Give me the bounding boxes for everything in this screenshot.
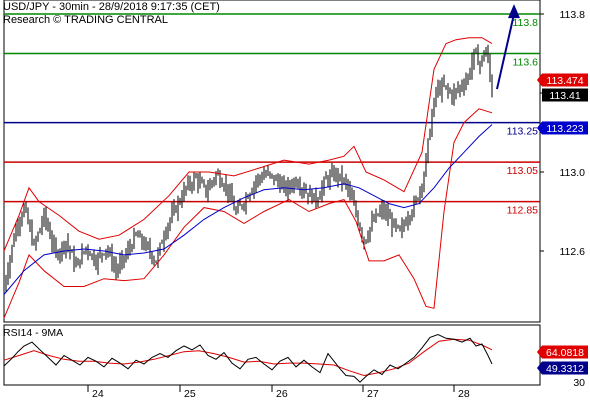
rsi-badge-1-label: 64.0818 xyxy=(546,347,584,359)
price-badge-0-pointer xyxy=(537,73,542,87)
level-label-4: 112.85 xyxy=(507,205,538,217)
y-tick-label-0: 113.8 xyxy=(560,9,586,21)
y-tick-label-3: 112.6 xyxy=(560,246,586,258)
rsi-lines xyxy=(3,333,493,383)
level-label-1: 113.6 xyxy=(513,57,539,69)
price-badge-0-label: 113.474 xyxy=(546,75,583,87)
chart-source: Research © TRADING CENTRAL xyxy=(3,14,168,26)
candlesticks xyxy=(3,44,493,292)
rsi-y-tick-label-0: 30 xyxy=(573,377,585,389)
rsi-badge-0-pointer xyxy=(537,361,542,375)
level-label-3: 113.05 xyxy=(507,165,538,177)
level-label-0: 113.8 xyxy=(513,17,539,29)
price-badges: 113.474 113.41 113.223 49.3312 64.0818 xyxy=(537,73,588,375)
price-badge-2-bg xyxy=(542,121,588,135)
rsi-badge-0-bg xyxy=(542,361,588,375)
x-tick-label-0: 24 xyxy=(92,388,104,400)
y-tick-label-2: 113.0 xyxy=(560,167,586,179)
time-axis: 24 25 26 27 28 xyxy=(87,385,470,400)
moving-average-line xyxy=(3,124,493,295)
horizontal-levels: 113.8 113.6 113.25 113.05 112.85 xyxy=(4,13,540,217)
price-badge-1-label: 113.41 xyxy=(549,90,580,102)
chart-title: USD/JPY - 30min - 28/9/2018 9:17:35 (CET… xyxy=(3,1,220,13)
rsi-badge-1-pointer xyxy=(537,345,542,359)
x-tick-label-2: 26 xyxy=(276,388,288,400)
price-panel-frame xyxy=(3,0,541,323)
price-badge-2-pointer xyxy=(537,121,542,135)
x-tick-label-3: 27 xyxy=(367,388,379,400)
forecast-arrow-head xyxy=(508,4,520,19)
rsi-panel-frame xyxy=(3,324,541,386)
forecast-arrow-shaft xyxy=(496,13,515,90)
bollinger-bands xyxy=(3,37,493,319)
forecast-arrow xyxy=(496,4,520,90)
rsi-line xyxy=(3,333,493,383)
price-badge-1-bg xyxy=(542,88,588,102)
x-tick-label-4: 28 xyxy=(458,388,470,400)
rsi-ma-line xyxy=(3,338,493,377)
x-tick-label-1: 25 xyxy=(184,388,196,400)
rsi-badge-0-label: 49.3312 xyxy=(546,363,584,375)
price-badge-2-label: 113.223 xyxy=(546,123,583,135)
rsi-panel-title: RSI14 - 9MA xyxy=(3,327,64,339)
rsi-badge-1-bg xyxy=(542,345,588,359)
price-badge-0-bg xyxy=(542,73,588,87)
bollinger-upper-line xyxy=(3,37,493,252)
moving-average xyxy=(3,124,493,295)
level-label-2: 113.25 xyxy=(507,126,538,138)
bollinger-lower-line xyxy=(3,108,493,319)
